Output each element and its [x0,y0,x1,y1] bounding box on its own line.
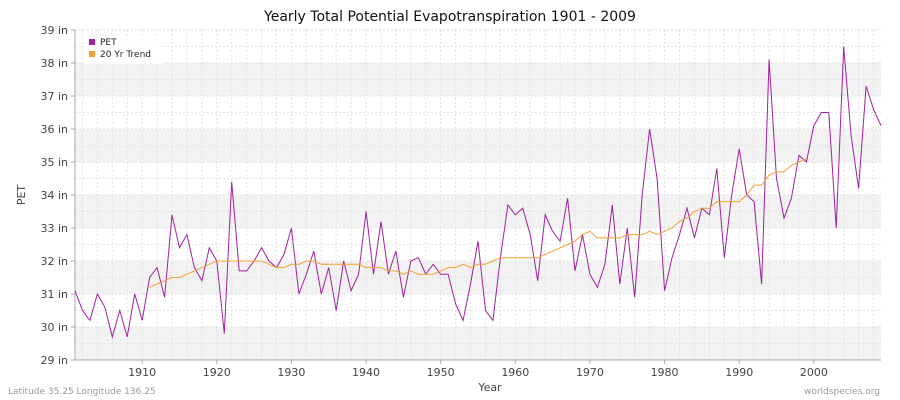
trend-series-line [149,158,807,288]
x-tick-label: 1960 [501,366,529,379]
grid-lines [75,29,881,361]
chart-title: Yearly Total Potential Evapotranspiratio… [263,9,636,25]
legend-swatch-pet [89,39,95,45]
x-tick-label: 1920 [203,366,231,379]
y-tick-label: 30 in [40,321,68,334]
y-tick-label: 29 in [40,354,68,367]
grid-band [75,327,881,360]
x-tick-label: 1970 [576,366,604,379]
footer-coordinates: Latitude 35.25 Longitude 136.25 [8,387,156,397]
y-axis-label: PET [15,185,28,206]
y-tick-labels: 29 in 30 in 31 in 32 in 33 in 34 in 35 in 36 in… [40,24,75,367]
x-tick-labels: 1910 1920 1930 1940 1950 1960 1970 1980 1990 2000 [128,360,828,379]
y-tick-label: 31 in [40,288,68,301]
y-tick-label: 38 in [40,57,68,70]
y-tick-label: 33 in [40,222,68,235]
grid-band [75,129,881,162]
x-tick-label: 1950 [427,366,455,379]
y-tick-label: 37 in [40,90,68,103]
y-tick-label: 34 in [40,189,68,202]
grid-band [75,261,881,294]
footer-source: worldspecies.org [804,387,880,397]
x-axis-label: Year [477,381,502,394]
legend-box [83,36,163,64]
y-tick-label: 36 in [40,123,68,136]
y-tick-label: 35 in [40,156,68,169]
y-tick-label: 32 in [40,255,68,268]
x-tick-label: 1910 [128,366,156,379]
legend-swatch-trend [89,51,95,57]
grid-band [75,63,881,96]
y-tick-label: 39 in [40,24,68,37]
legend-label-pet: PET [100,38,117,48]
plot-bands [75,63,881,360]
legend: PET 20 Yr Trend [83,36,163,64]
x-tick-label: 1990 [725,366,753,379]
grid-band [75,195,881,228]
x-tick-label: 1980 [651,366,679,379]
series-layer [74,46,882,339]
x-tick-label: 2000 [800,366,828,379]
legend-label-trend: 20 Yr Trend [100,50,151,60]
x-tick-label: 1940 [352,366,380,379]
x-tick-label: 1930 [277,366,305,379]
